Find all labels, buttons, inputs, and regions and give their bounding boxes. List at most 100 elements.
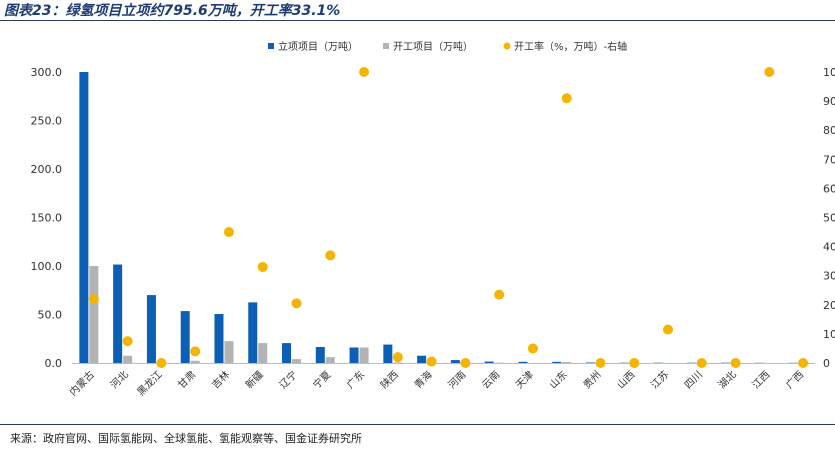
category-label: 黑龙江 (134, 368, 164, 398)
category-label: 陕西 (378, 368, 401, 391)
category-label: 江苏 (648, 368, 671, 391)
rate-point (291, 298, 302, 309)
right-tick-label: 20 (823, 299, 835, 312)
rate-point (426, 356, 437, 367)
legend-label: 立项项目（万吨） (278, 40, 358, 53)
category-label: 新疆 (243, 368, 266, 391)
bar-approved (484, 361, 494, 363)
category-label: 河北 (108, 369, 131, 392)
legend-swatch (503, 42, 511, 50)
right-tick-label: 30 (823, 270, 835, 283)
rate-point (223, 227, 234, 238)
bar-started (292, 359, 302, 363)
category-label: 内蒙古 (67, 368, 97, 398)
bar-approved (417, 355, 427, 363)
bar-started (258, 343, 268, 363)
bar-approved (146, 295, 156, 363)
rate-point (122, 336, 133, 347)
category-label: 辽宁 (276, 368, 299, 391)
category-label: 河南 (445, 368, 468, 391)
category-label: 云南 (479, 368, 502, 391)
category-label: 山西 (615, 369, 638, 392)
right-tick-label: 10 (823, 328, 835, 341)
right-tick-label: 60 (823, 182, 835, 195)
right-tick-label: 0 (823, 357, 830, 370)
axes: 0.0 50.0 100.0 150.0 200.0 250.0 300.0 0 10 20 30 4… (31, 66, 835, 370)
legend-label: 开工率（%，万吨）-右轴 (514, 40, 627, 53)
bars (79, 72, 798, 363)
rate-point (629, 358, 640, 368)
rate-point (764, 67, 775, 77)
bar-approved (518, 361, 528, 363)
rate-point (156, 358, 167, 368)
category-label: 吉林 (209, 368, 232, 391)
rate-point (494, 289, 505, 300)
bar-approved (552, 361, 562, 363)
legend-swatch (383, 43, 389, 49)
bar-approved (282, 343, 292, 363)
rate-point (359, 67, 370, 77)
bar-approved (248, 302, 258, 363)
rate-point (730, 358, 741, 368)
title-rule (0, 20, 835, 21)
category-label: 贵州 (580, 368, 603, 391)
right-tick-label: 80 (823, 124, 835, 137)
legend-swatch (268, 43, 274, 49)
category-label: 天津 (513, 369, 536, 392)
category-label: 青海 (411, 368, 434, 391)
bar-approved (79, 72, 89, 363)
category-label: 江西 (750, 369, 773, 392)
bar-approved (315, 346, 325, 363)
category-label: 四川 (683, 369, 705, 391)
rate-point (460, 358, 471, 368)
rate-point (392, 352, 403, 363)
bar-approved (113, 264, 123, 363)
source-note: 来源：政府官网、国际氢能网、全球氢能、氢能观察等、国金证券研究所 (10, 432, 362, 445)
left-tick-label: 150.0 (31, 212, 63, 225)
left-tick-label: 50.0 (38, 309, 63, 322)
bar-started (123, 355, 133, 363)
bar-started (562, 362, 572, 363)
category-label: 宁夏 (310, 368, 333, 391)
category-label: 湖北 (716, 369, 739, 392)
category-label: 山东 (546, 368, 569, 391)
category-label: 广西 (784, 369, 807, 392)
bar-started (359, 347, 369, 363)
rate-point (561, 93, 572, 104)
right-tick-label: 70 (823, 153, 835, 166)
rate-points (88, 67, 809, 368)
rate-point (798, 358, 809, 368)
legend: 立项项目（万吨） 开工项目（万吨） 开工率（%，万吨）-右轴 (268, 40, 627, 53)
bar-approved (214, 314, 224, 363)
rate-point (663, 324, 674, 335)
left-tick-label: 250.0 (31, 115, 63, 128)
rate-point (257, 261, 268, 272)
category-label: 甘肃 (175, 368, 198, 391)
figure-title: 图表23：绿氢项目立项约795.6万吨，开工率33.1% (4, 3, 341, 19)
left-tick-label: 200.0 (31, 163, 63, 176)
category-labels: 内蒙古 河北 黑龙江 甘肃 吉林 新疆 辽宁 宁夏 广东 陕西 青海 河南 云南 天津 山东 贵州 山西 江苏 四川… (67, 368, 807, 398)
bar-approved (349, 347, 359, 363)
legend-label: 开工项目（万吨） (393, 40, 473, 53)
left-tick-label: 0.0 (45, 357, 63, 370)
bar-started (89, 266, 99, 363)
bar-started (325, 357, 335, 363)
bar-approved (180, 311, 190, 363)
rate-point (527, 343, 538, 354)
bar-started (224, 341, 234, 363)
category-label: 广东 (344, 368, 367, 391)
rate-point (325, 250, 336, 261)
bar-approved (450, 360, 460, 363)
rate-point (190, 346, 201, 357)
rate-point (696, 358, 707, 368)
left-tick-label: 300.0 (31, 66, 63, 79)
rate-point (88, 293, 99, 304)
bar-approved (383, 344, 393, 363)
rate-point (595, 358, 606, 368)
left-tick-label: 100.0 (31, 260, 63, 273)
right-tick-label: 50 (823, 212, 835, 225)
right-tick-label: 40 (823, 241, 835, 254)
right-tick-label: 90 (823, 95, 835, 108)
bar-started (190, 360, 200, 363)
